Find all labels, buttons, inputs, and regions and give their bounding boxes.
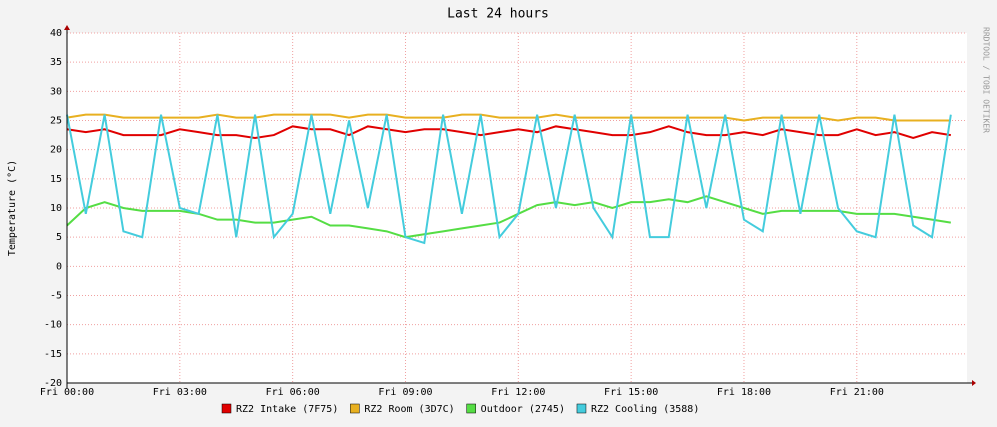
legend-label: RZ2 Cooling (3588) xyxy=(591,404,699,415)
y-tick-label: -10 xyxy=(44,320,62,331)
x-tick-label: Fri 12:00 xyxy=(491,387,545,398)
y-tick-label: 25 xyxy=(50,116,62,127)
y-tick-label: 30 xyxy=(50,86,62,97)
legend-label: RZ2 Room (3D7C) xyxy=(364,404,454,415)
legend-label: RZ2 Intake (7F75) xyxy=(236,404,338,415)
x-tick-label: Fri 15:00 xyxy=(604,387,658,398)
legend-swatch xyxy=(576,403,587,414)
legend-swatch xyxy=(221,403,232,414)
legend-label: Outdoor (2745) xyxy=(481,404,565,415)
y-tick-label: 40 xyxy=(50,28,62,39)
y-tick-label: 35 xyxy=(50,57,62,68)
y-axis-label: Temperature (°C) xyxy=(7,160,18,256)
x-tick-label: Fri 00:00 xyxy=(40,387,94,398)
chart-title: Last 24 hours xyxy=(447,7,549,22)
y-tick-label: 15 xyxy=(50,174,62,185)
x-tick-label: Fri 03:00 xyxy=(153,387,207,398)
y-tick-label: 0 xyxy=(56,261,62,272)
legend-swatch xyxy=(350,403,360,414)
x-tick-label: Fri 09:00 xyxy=(378,387,432,398)
y-tick-label: 10 xyxy=(50,203,62,214)
series-line xyxy=(66,114,952,245)
axis-arrow xyxy=(972,380,976,386)
y-tick-label: -20 xyxy=(44,378,62,389)
y-tick-label: 5 xyxy=(56,232,62,243)
y-tick-label: -5 xyxy=(50,291,62,302)
series-line xyxy=(66,113,951,122)
y-tick-label: 20 xyxy=(50,145,62,156)
x-tick-label: Fri 18:00 xyxy=(717,387,771,398)
legend-swatch xyxy=(466,403,476,414)
watermark: RRDTOOL / TOBI OETIKER xyxy=(982,27,991,133)
y-tick-label: -15 xyxy=(44,349,62,360)
series-line xyxy=(66,195,951,239)
x-tick-label: Fri 21:00 xyxy=(830,387,884,398)
x-tick-label: Fri 06:00 xyxy=(266,387,320,398)
axis-arrow xyxy=(64,25,70,30)
